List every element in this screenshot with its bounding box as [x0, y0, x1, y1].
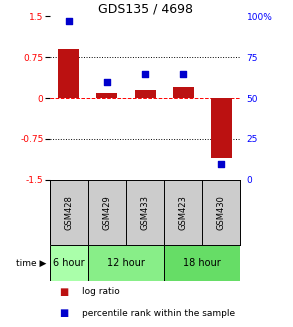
Text: 12 hour: 12 hour — [107, 258, 145, 268]
Text: GSM428: GSM428 — [64, 195, 73, 230]
Bar — [211, 98, 232, 158]
Point — [219, 161, 224, 166]
Text: time ▶: time ▶ — [16, 259, 46, 268]
Text: 18 hour: 18 hour — [183, 258, 221, 268]
Point — [105, 79, 109, 84]
Bar — [173, 87, 194, 98]
Bar — [50, 245, 88, 281]
Point — [143, 71, 147, 76]
Bar — [134, 90, 156, 98]
Bar — [88, 245, 164, 281]
Bar — [58, 49, 79, 98]
Text: GSM429: GSM429 — [103, 195, 111, 230]
Text: GSM423: GSM423 — [179, 195, 188, 230]
Text: ■: ■ — [59, 287, 69, 297]
Text: log ratio: log ratio — [82, 287, 120, 296]
Bar — [164, 245, 240, 281]
Text: GSM433: GSM433 — [141, 195, 149, 230]
Bar — [96, 93, 117, 98]
Title: GDS135 / 4698: GDS135 / 4698 — [98, 2, 193, 15]
Point — [181, 71, 185, 76]
Text: ■: ■ — [59, 308, 69, 318]
Point — [67, 19, 71, 24]
Text: 6 hour: 6 hour — [53, 258, 85, 268]
Text: percentile rank within the sample: percentile rank within the sample — [82, 309, 235, 318]
Text: GSM430: GSM430 — [217, 195, 226, 230]
